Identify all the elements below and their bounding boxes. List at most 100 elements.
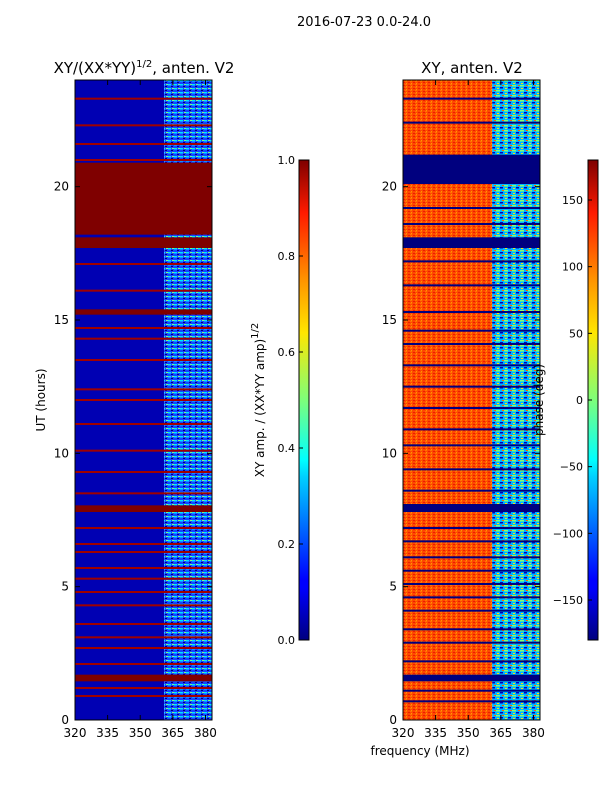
flagged-line [75, 97, 212, 100]
flagged-block [75, 162, 212, 235]
flagged-line [403, 700, 540, 703]
flagged-block [75, 237, 212, 248]
left-colorbar-label: XY amp. / (XX*YY amp)1/2 [250, 323, 267, 478]
left-colorbar-bar [298, 159, 310, 641]
flagged-line [403, 343, 540, 345]
y-tick-label: 20 [54, 180, 69, 194]
x-tick-label: 380 [194, 726, 217, 740]
flagged-line [75, 492, 212, 495]
flagged-line [403, 556, 540, 559]
left-colorbar: 0.0 0.2 0.4 0.6 0.8 1.0 XY amp. / (XX*YY amp)… [250, 154, 310, 647]
left-heatmap-image [75, 80, 212, 720]
right-colorbar-label: phase (deg) [532, 364, 546, 436]
flagged-line [403, 569, 540, 572]
x-tick-label: 380 [522, 726, 545, 740]
flagged-line [75, 159, 212, 161]
left-colorbar-ticks: 0.0 0.2 0.4 0.6 0.8 1.0 [278, 154, 303, 647]
figure-suptitle: 2016-07-23 0.0-24.0 [297, 15, 431, 30]
flagged-line [403, 407, 540, 409]
flagged-block [403, 237, 540, 248]
flagged-line [75, 604, 212, 607]
colorbar-tick-label: 1.0 [278, 154, 296, 167]
x-tick-label: 335 [424, 726, 447, 740]
flagged-line [75, 567, 212, 569]
flagged-line [75, 399, 212, 401]
flagged-line [75, 124, 212, 127]
flagged-line [75, 263, 212, 265]
flagged-line [403, 97, 540, 100]
x-tick-label: 335 [96, 726, 119, 740]
colorbar-tick-label: 50 [569, 327, 583, 340]
flagged-line [403, 468, 540, 471]
colorbar-tick-label: −150 [553, 594, 583, 607]
flagged-line [403, 260, 540, 263]
y-tick-label: 0 [61, 713, 69, 727]
flagged-line [75, 289, 212, 292]
flagged-block [75, 674, 212, 682]
flagged-line [403, 596, 540, 599]
flagged-line [403, 641, 540, 644]
flagged-block [75, 505, 212, 512]
y-tick-label: 10 [54, 446, 69, 460]
flagged-line [75, 663, 212, 665]
colorbar-tick-label: 0.6 [278, 346, 296, 359]
right-axes: 320 335 350 365 380 0 5 10 15 20 [382, 80, 545, 740]
flagged-line [75, 327, 212, 329]
flagged-line [403, 364, 540, 367]
x-tick-label: 365 [161, 726, 184, 740]
flagged-line [75, 636, 212, 639]
flagged-line [75, 143, 212, 145]
y-tick-label: 5 [389, 580, 397, 594]
flagged-line [403, 660, 540, 663]
y-tick-label: 20 [382, 180, 397, 194]
x-tick-label: 365 [489, 726, 512, 740]
flagged-line [403, 223, 540, 225]
right-colorbar-ticks: −150 −100 −50 0 50 100 150 [553, 194, 592, 607]
flagged-line [403, 609, 540, 612]
flagged-line [403, 444, 540, 447]
flagged-line [75, 471, 212, 473]
flagged-line [403, 207, 540, 209]
right-colorbar: −150 −100 −50 0 50 100 150 phase (deg) [532, 159, 599, 641]
colorbar-tick-label: 100 [562, 261, 583, 274]
flagged-line [75, 359, 212, 361]
flagged-line [75, 695, 212, 697]
flagged-line [403, 329, 540, 332]
colorbar-tick-label: 0 [576, 394, 583, 407]
flagged-line [403, 311, 540, 313]
flagged-block [75, 309, 212, 315]
colorbar-tick-label: 0.4 [278, 442, 296, 455]
x-tick-label: 320 [392, 726, 415, 740]
flagged-line [75, 623, 212, 625]
y-tick-label: 0 [389, 713, 397, 727]
x-tick-label: 350 [457, 726, 480, 740]
flagged-line [403, 540, 540, 543]
heatmap-band-high-freq [492, 80, 540, 720]
colorbar-tick-label: 0.2 [278, 538, 296, 551]
colorbar-tick-label: 0.0 [278, 634, 296, 647]
heatmap-band-low-freq [403, 80, 493, 720]
y-tick-label: 15 [382, 313, 397, 327]
right-panel-title: XY, anten. V2 [421, 59, 523, 77]
flagged-line [403, 583, 540, 585]
y-tick-label: 5 [61, 580, 69, 594]
colorbar-tick-label: −50 [560, 461, 583, 474]
flagged-line [75, 527, 212, 529]
left-panel-title: XY/(XX*YY)1/2, anten. V2 [54, 59, 235, 77]
flagged-line [403, 284, 540, 287]
flagged-line [75, 423, 212, 425]
flagged-block [403, 154, 540, 184]
flagged-line [75, 647, 212, 649]
left-axes: 320 335 350 365 380 0 5 10 15 20 [54, 80, 217, 740]
flagged-line [403, 385, 540, 388]
flagged-line [75, 337, 212, 340]
right-heatmap-image [403, 80, 540, 720]
left-panel: XY/(XX*YY)1/2, anten. V2 320 335 350 365 380… [34, 59, 234, 740]
colorbar-tick-label: 150 [562, 194, 583, 207]
flagged-line [75, 591, 212, 593]
shared-xlabel: frequency (MHz) [370, 744, 469, 758]
colorbar-tick-label: 0.8 [278, 250, 296, 263]
colorbar-tick-label: −100 [553, 527, 583, 540]
flagged-line [75, 577, 212, 580]
